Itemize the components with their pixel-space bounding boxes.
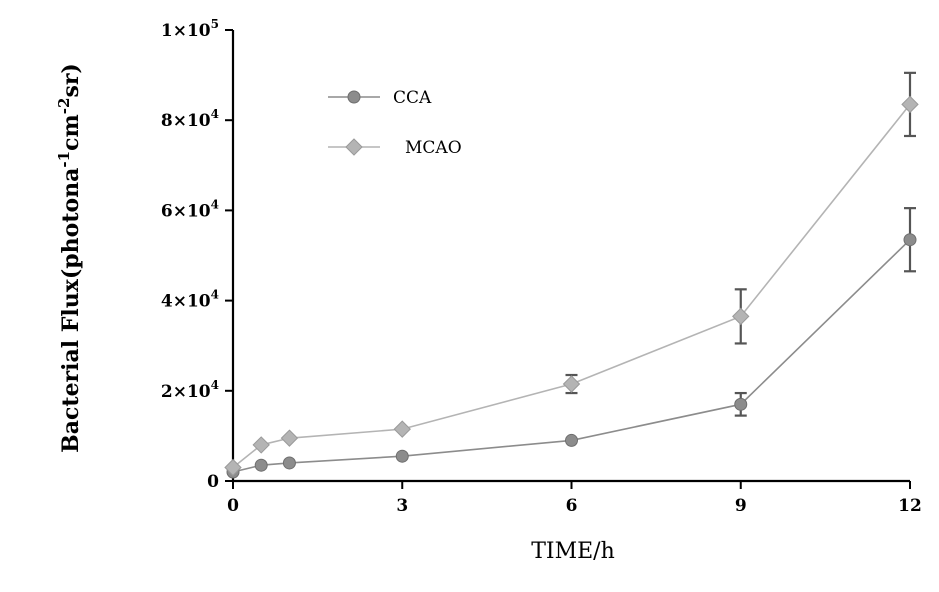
data-point-mcao [564, 376, 580, 392]
legend: CCA MCAO [328, 88, 462, 158]
y-tick-label: 0 [207, 472, 219, 492]
data-point-cca [566, 434, 578, 446]
x-tick-label: 0 [227, 496, 239, 516]
data-point-mcao [902, 96, 918, 112]
y-tick-label: 1×105 [161, 17, 219, 41]
data-point-mcao [394, 421, 410, 437]
data-point-cca [904, 234, 916, 246]
series-mcao [225, 73, 918, 476]
y-axis-label: Bacterial Flux(photona-1cm-2sr) [55, 63, 84, 453]
y-tick-label: 2×104 [161, 378, 219, 402]
series-cca [227, 208, 916, 478]
x-axis-label: TIME/h [531, 539, 615, 564]
x-tick-label: 12 [898, 496, 922, 516]
x-tick-label: 9 [735, 496, 747, 516]
series-layer [225, 73, 918, 478]
y-tick-label: 4×104 [161, 288, 219, 312]
legend-item-cca: CCA [328, 88, 432, 108]
series-line-mcao [233, 104, 910, 467]
y-tick-label: 6×104 [161, 197, 219, 221]
x-tick-label: 3 [396, 496, 408, 516]
data-point-cca [396, 450, 408, 462]
x-tick-label: 6 [566, 496, 578, 516]
data-point-cca [735, 398, 747, 410]
legend-item-mcao: MCAO [328, 138, 462, 158]
data-point-cca [283, 457, 295, 469]
legend-label: CCA [393, 88, 432, 108]
data-point-mcao [253, 437, 269, 453]
legend-label: MCAO [405, 138, 462, 158]
x-ticks: 0 3 6 9 12 [227, 481, 922, 516]
data-point-mcao [733, 308, 749, 324]
legend-marker [348, 91, 360, 103]
legend-marker [346, 139, 362, 155]
y-ticks: 0 2×104 4×104 6×104 8×104 1×105 [161, 17, 233, 492]
y-tick-label: 8×104 [161, 107, 219, 131]
data-point-cca [255, 459, 267, 471]
data-point-mcao [281, 430, 297, 446]
